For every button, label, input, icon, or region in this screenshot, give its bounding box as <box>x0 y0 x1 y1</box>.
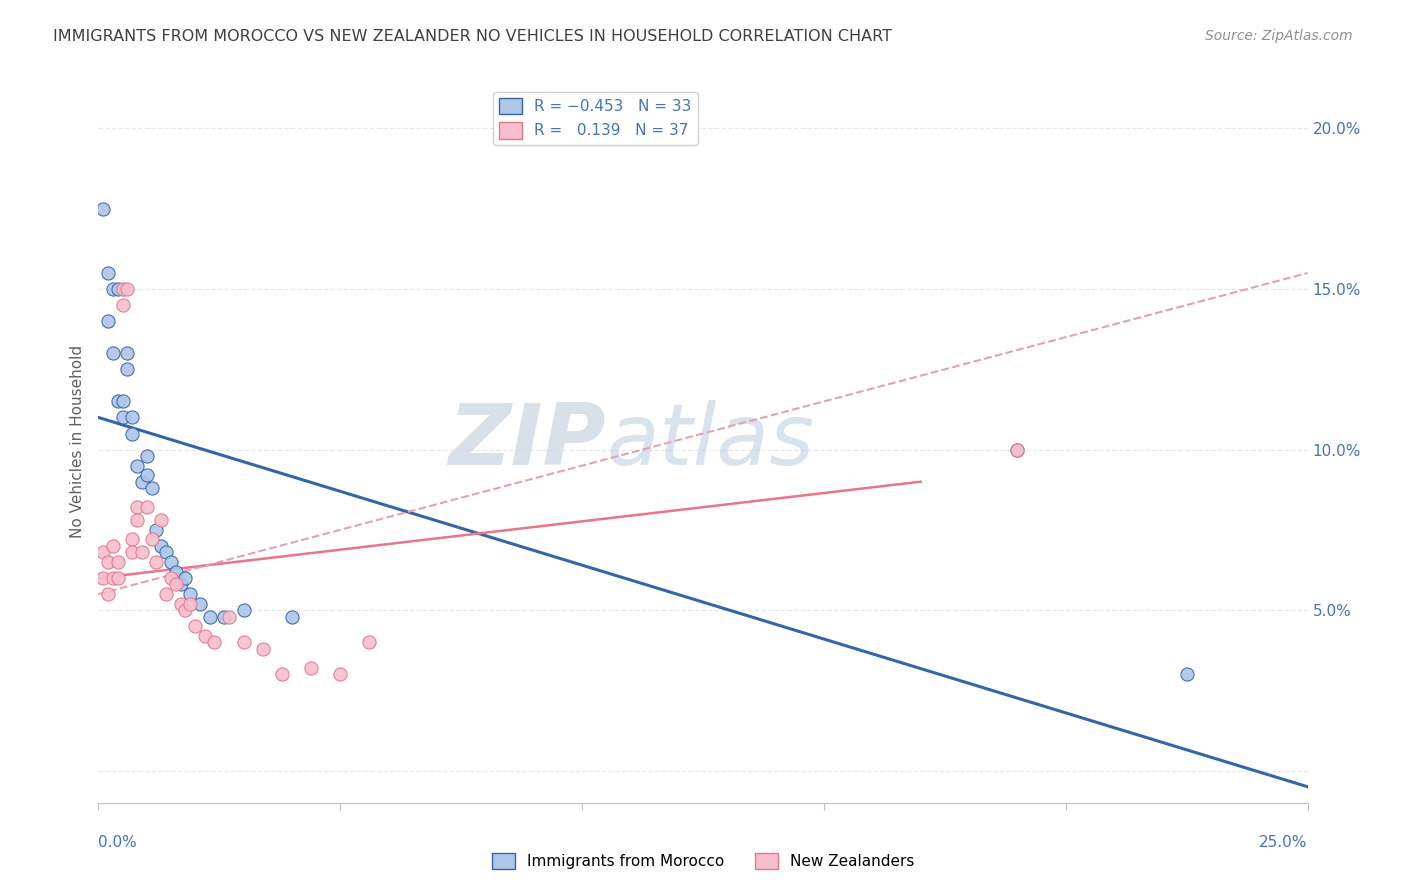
Point <box>155 587 177 601</box>
Point <box>179 597 201 611</box>
Point <box>91 202 114 216</box>
Point <box>111 298 134 312</box>
Point <box>165 565 187 579</box>
Point <box>97 266 120 280</box>
Point <box>252 641 274 656</box>
Text: IMMIGRANTS FROM MOROCCO VS NEW ZEALANDER NO VEHICLES IN HOUSEHOLD CORRELATION CH: IMMIGRANTS FROM MOROCCO VS NEW ZEALANDER… <box>53 29 893 44</box>
Point <box>150 539 173 553</box>
Point <box>97 314 120 328</box>
Point <box>97 555 120 569</box>
Point <box>101 571 124 585</box>
Point <box>174 603 197 617</box>
Legend: Immigrants from Morocco, New Zealanders: Immigrants from Morocco, New Zealanders <box>485 847 921 875</box>
Point <box>121 410 143 425</box>
Point <box>111 394 134 409</box>
Point <box>165 577 187 591</box>
Point <box>329 667 352 681</box>
Point <box>145 523 167 537</box>
Text: ZIP: ZIP <box>449 400 606 483</box>
Point <box>111 282 134 296</box>
Point <box>107 282 129 296</box>
Point <box>121 545 143 559</box>
Point <box>141 533 163 547</box>
Legend: R = −0.453   N = 33, R =   0.139   N = 37: R = −0.453 N = 33, R = 0.139 N = 37 <box>494 92 697 145</box>
Point <box>135 468 157 483</box>
Point <box>160 555 183 569</box>
Point <box>101 282 124 296</box>
Y-axis label: No Vehicles in Household: No Vehicles in Household <box>69 345 84 538</box>
Point <box>271 667 294 681</box>
Point <box>174 571 197 585</box>
Point <box>141 481 163 495</box>
Point <box>117 282 139 296</box>
Point <box>169 597 191 611</box>
Point <box>218 609 240 624</box>
Point <box>91 571 114 585</box>
Point <box>135 449 157 463</box>
Point <box>117 362 139 376</box>
Point <box>145 555 167 569</box>
Text: 25.0%: 25.0% <box>1260 835 1308 850</box>
Point <box>101 539 124 553</box>
Point <box>160 571 183 585</box>
Point <box>281 609 304 624</box>
Point <box>127 513 149 527</box>
Point <box>127 458 149 473</box>
Point <box>194 629 217 643</box>
Point <box>111 410 134 425</box>
Point <box>359 635 381 649</box>
Point <box>127 500 149 515</box>
Point <box>198 609 221 624</box>
Point <box>97 587 120 601</box>
Point <box>121 426 143 441</box>
Point <box>91 545 114 559</box>
Point <box>188 597 211 611</box>
Point <box>131 475 153 489</box>
Point <box>131 545 153 559</box>
Point <box>101 346 124 360</box>
Point <box>184 619 207 633</box>
Point <box>155 545 177 559</box>
Point <box>135 500 157 515</box>
Point <box>212 609 235 624</box>
Point <box>117 346 139 360</box>
Text: Source: ZipAtlas.com: Source: ZipAtlas.com <box>1205 29 1353 43</box>
Point <box>232 635 254 649</box>
Point <box>179 587 201 601</box>
Point <box>107 394 129 409</box>
Point <box>150 513 173 527</box>
Point <box>299 661 322 675</box>
Point <box>107 571 129 585</box>
Point <box>1007 442 1029 457</box>
Point <box>121 533 143 547</box>
Point <box>107 555 129 569</box>
Point <box>1175 667 1198 681</box>
Point <box>169 577 191 591</box>
Text: atlas: atlas <box>606 400 814 483</box>
Text: 0.0%: 0.0% <box>98 835 138 850</box>
Point <box>232 603 254 617</box>
Point <box>204 635 226 649</box>
Point <box>1007 442 1029 457</box>
